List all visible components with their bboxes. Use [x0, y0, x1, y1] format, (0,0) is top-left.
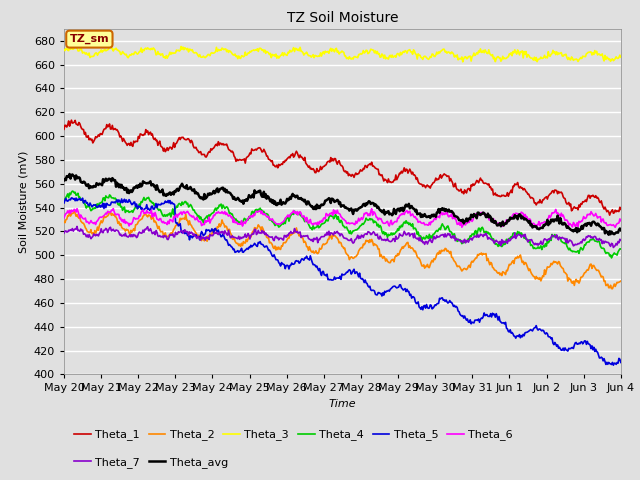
X-axis label: Time: Time: [328, 399, 356, 409]
Title: TZ Soil Moisture: TZ Soil Moisture: [287, 11, 398, 25]
Text: TZ_sm: TZ_sm: [70, 34, 109, 44]
Y-axis label: Soil Moisture (mV): Soil Moisture (mV): [18, 150, 28, 253]
Legend: Theta_7, Theta_avg: Theta_7, Theta_avg: [70, 453, 232, 472]
